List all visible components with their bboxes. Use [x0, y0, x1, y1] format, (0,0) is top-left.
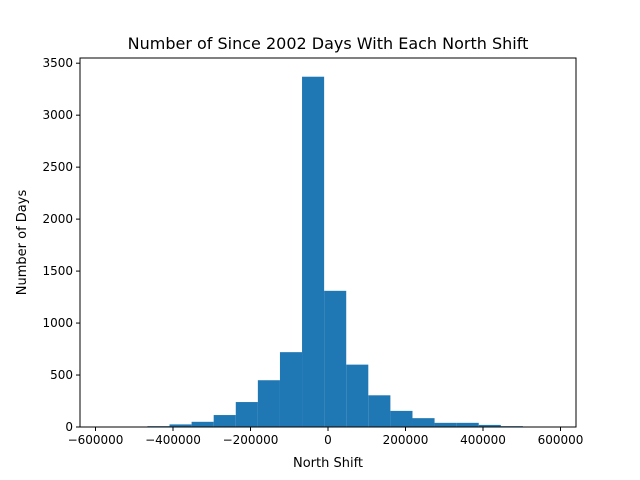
- x-tick-label: 200000: [383, 433, 429, 447]
- histogram-bar-9: [302, 76, 325, 428]
- histogram-bar-10: [324, 290, 347, 427]
- y-tick-label: 2500: [42, 160, 73, 174]
- histogram-bar-13: [390, 410, 413, 427]
- y-tick-label: 0: [65, 420, 73, 434]
- bars-group: [125, 76, 523, 428]
- histogram-bar-11: [346, 364, 369, 427]
- histogram-bar-14: [412, 418, 435, 427]
- x-tick-label: −600000: [68, 433, 124, 447]
- histogram-bar-17: [478, 424, 501, 427]
- histogram-bar-4: [191, 421, 214, 427]
- y-axis-label: Number of Days: [15, 190, 30, 296]
- histogram-bar-6: [235, 402, 258, 427]
- x-tick-label: −400000: [145, 433, 201, 447]
- y-tick-label: 3500: [42, 56, 73, 70]
- histogram-bar-3: [169, 424, 192, 427]
- x-tick-label: 400000: [460, 433, 506, 447]
- histogram-bar-8: [279, 352, 303, 427]
- x-axis: −600000 −400000 −200000 0 200000 400000 600000: [68, 427, 584, 447]
- histogram-bar-12: [368, 395, 391, 427]
- histogram-bar-15: [434, 422, 457, 427]
- y-tick-label: 1500: [42, 264, 73, 278]
- y-axis: 0 500 1000 1500 2000 2500 3000 3500: [42, 56, 80, 434]
- y-tick-label: 3000: [42, 108, 73, 122]
- y-tick-label: 2000: [42, 212, 73, 226]
- histogram-bar-5: [213, 415, 236, 427]
- x-tick-label: 600000: [538, 433, 584, 447]
- y-tick-label: 500: [50, 368, 73, 382]
- x-axis-label: North Shift: [293, 456, 363, 471]
- histogram-bar-16: [456, 422, 479, 427]
- x-tick-label: 0: [324, 433, 332, 447]
- y-tick-label: 1000: [42, 316, 73, 330]
- chart-title: Number of Since 2002 Days With Each Nort…: [128, 34, 529, 53]
- x-tick-label: −200000: [223, 433, 279, 447]
- histogram-bar-7: [257, 380, 280, 427]
